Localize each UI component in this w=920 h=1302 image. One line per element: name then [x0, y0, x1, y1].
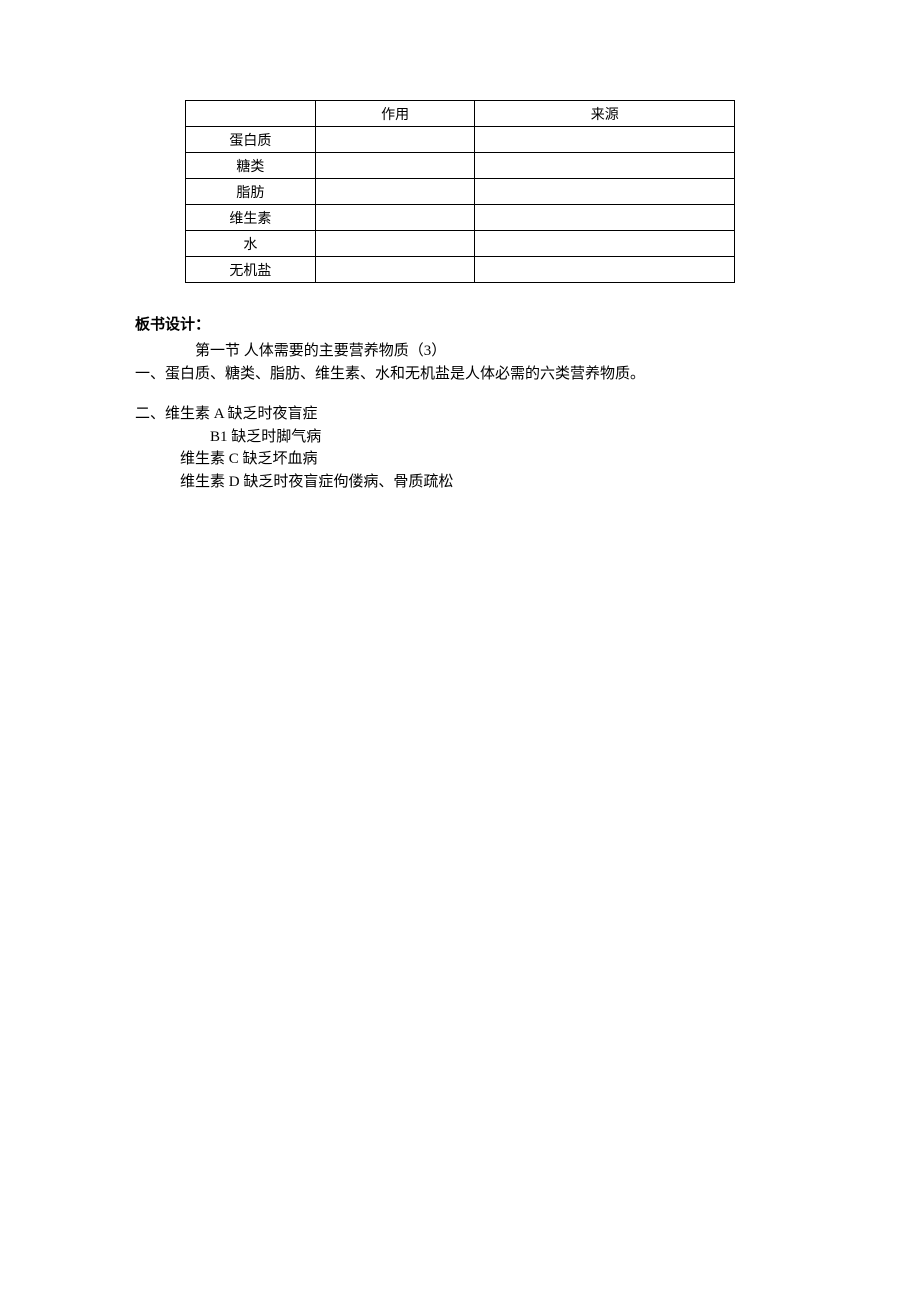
table-row: 水 [186, 231, 735, 257]
lesson-title: 第一节 人体需要的主要营养物质（3） [135, 340, 785, 363]
vitamin-section: 二、维生素 A 缺乏时夜盲症 B1 缺乏时脚气病 维生素 C 缺乏坏血病 维生素… [135, 403, 785, 493]
cell-nutrient-name: 水 [186, 231, 316, 257]
cell-nutrient-name: 维生素 [186, 205, 316, 231]
cell-nutrient-name: 脂肪 [186, 179, 316, 205]
table-header-row: 作用 来源 [186, 101, 735, 127]
cell-function [315, 231, 475, 257]
nutrients-table: 作用 来源 蛋白质 糖类 脂肪 维生素 水 无机盐 [185, 100, 735, 283]
header-blank [186, 101, 316, 127]
cell-function [315, 153, 475, 179]
table-row: 脂肪 [186, 179, 735, 205]
point-two-header: 二、维生素 A 缺乏时夜盲症 [135, 403, 785, 426]
board-design-title: 板书设计： [135, 313, 785, 334]
table-row: 糖类 [186, 153, 735, 179]
vitamin-d-line: 维生素 D 缺乏时夜盲症佝偻病、骨质疏松 [135, 471, 785, 494]
cell-source [475, 205, 735, 231]
cell-function [315, 205, 475, 231]
vitamin-b1-line: B1 缺乏时脚气病 [135, 426, 785, 449]
cell-nutrient-name: 无机盐 [186, 257, 316, 283]
cell-function [315, 127, 475, 153]
vitamin-c-line: 维生素 C 缺乏坏血病 [135, 448, 785, 471]
cell-source [475, 257, 735, 283]
header-function: 作用 [315, 101, 475, 127]
cell-function [315, 179, 475, 205]
table-row: 维生素 [186, 205, 735, 231]
cell-source [475, 153, 735, 179]
cell-function [315, 257, 475, 283]
cell-source [475, 127, 735, 153]
table-row: 蛋白质 [186, 127, 735, 153]
cell-nutrient-name: 蛋白质 [186, 127, 316, 153]
cell-nutrient-name: 糖类 [186, 153, 316, 179]
point-one: 一、蛋白质、糖类、脂肪、维生素、水和无机盐是人体必需的六类营养物质。 [135, 363, 785, 386]
cell-source [475, 179, 735, 205]
header-source: 来源 [475, 101, 735, 127]
table-row: 无机盐 [186, 257, 735, 283]
cell-source [475, 231, 735, 257]
